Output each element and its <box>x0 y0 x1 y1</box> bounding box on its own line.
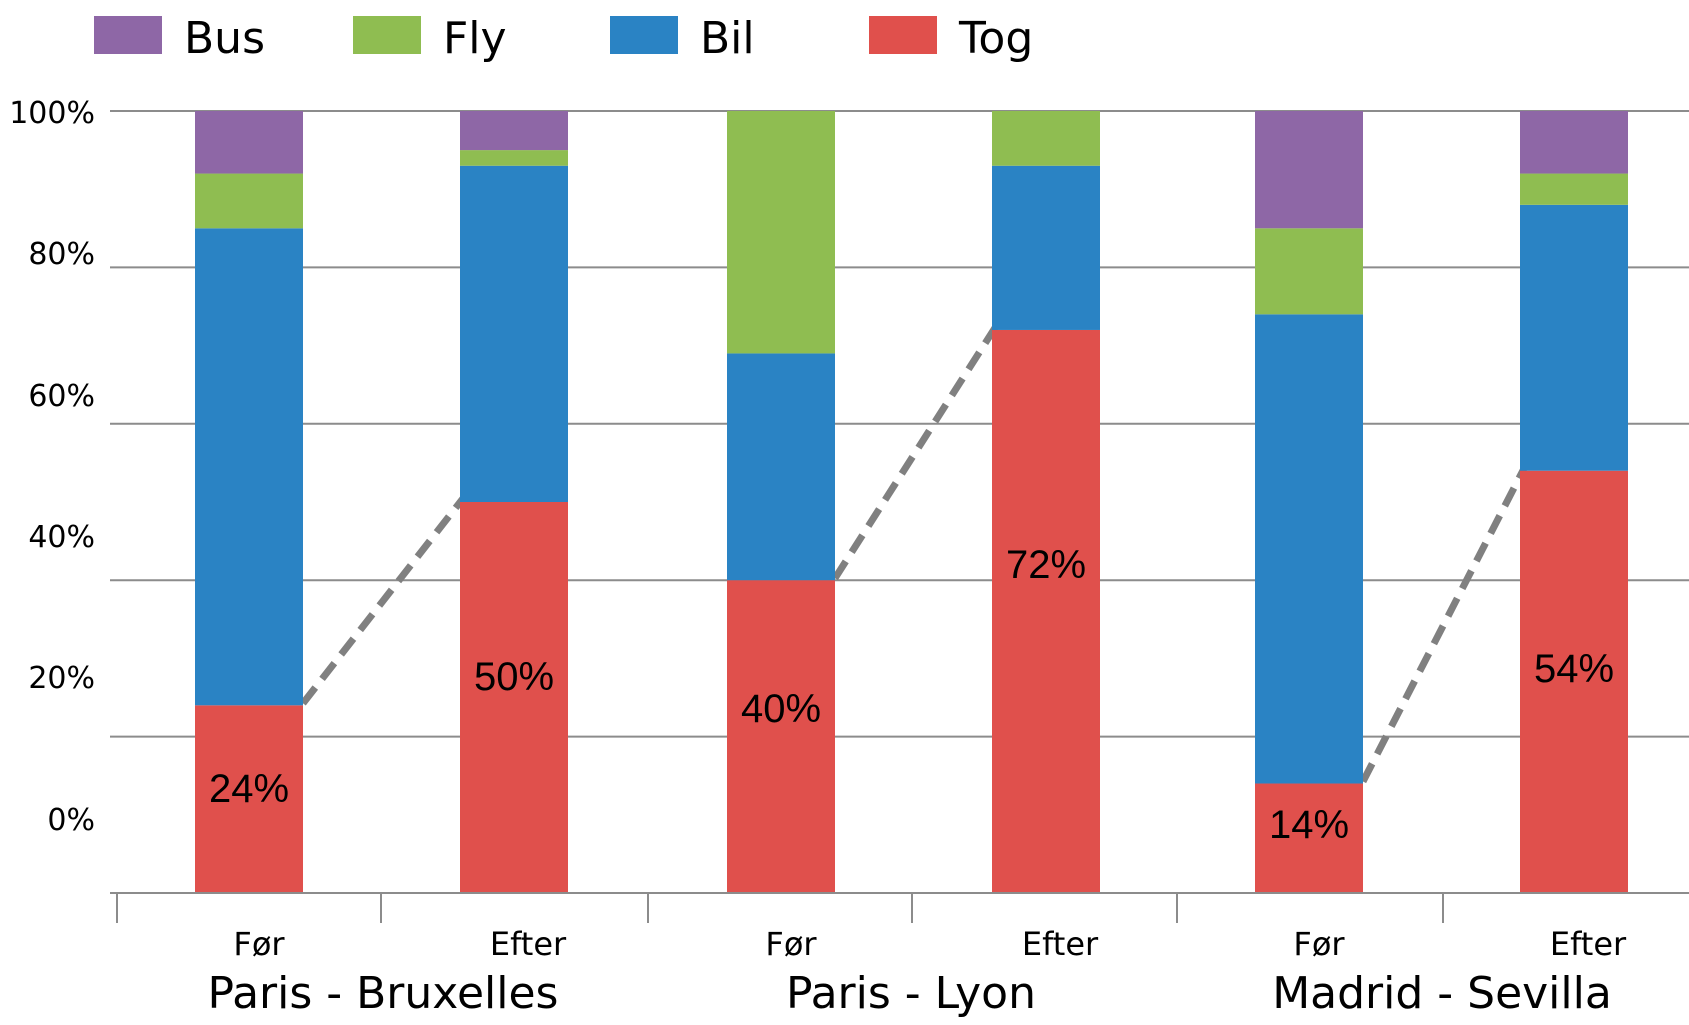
data-label: 14% <box>1269 803 1349 847</box>
x-tick-label: Før <box>1293 925 1345 963</box>
x-tick-label: Før <box>765 925 817 963</box>
bars <box>195 111 1628 894</box>
bar-segment-tog <box>460 502 568 893</box>
labels: 0% 20% 40% 60% 80% 100% 24% 50% 40% 72% 14% 54% Før E… <box>9 96 1627 1019</box>
legend-label-bus: Bus <box>184 13 265 64</box>
data-label: 54% <box>1534 647 1614 691</box>
gridlines <box>110 110 1689 738</box>
legend-swatch-tog <box>869 16 937 54</box>
bar-segment-bil <box>195 228 303 706</box>
bar-segment-bus <box>1520 111 1628 174</box>
bar-segment-tog <box>992 329 1100 894</box>
bar-segment-tog <box>1255 783 1363 893</box>
bar-segment-fly <box>1255 228 1363 315</box>
bar-segment-bil <box>1255 314 1363 784</box>
bar-segment-bil <box>727 353 835 581</box>
bar-segment-bus <box>1255 111 1363 229</box>
group-label: Paris - Bruxelles <box>208 968 559 1019</box>
data-label: 72% <box>1006 543 1086 587</box>
connector-line <box>1359 459 1532 784</box>
data-label: 40% <box>741 687 821 731</box>
y-tick-label: 20% <box>28 661 95 696</box>
bar-segment-fly <box>1520 173 1628 205</box>
bar-segment-bus <box>460 111 568 151</box>
bar-segment-fly <box>727 111 835 354</box>
bar-segment-fly <box>195 173 303 229</box>
data-label: 50% <box>474 655 554 699</box>
y-tick-label: 0% <box>47 803 95 838</box>
group-label: Paris - Lyon <box>786 968 1036 1019</box>
legend-label-tog: Tog <box>958 13 1033 64</box>
y-tick-label: 60% <box>28 379 95 414</box>
legend-swatch-fly <box>353 16 421 54</box>
legend-swatch-bil <box>610 16 678 54</box>
connector-line <box>300 489 471 706</box>
y-tick-label: 40% <box>28 520 95 555</box>
y-tick-label: 80% <box>28 237 95 272</box>
bar-segment-bil <box>1520 204 1628 471</box>
group-label: Madrid - Sevilla <box>1272 968 1612 1019</box>
x-tick-label: Efter <box>1022 925 1099 963</box>
x-axis <box>110 892 1689 923</box>
x-tick-label: Efter <box>490 925 567 963</box>
bar-segment-bil <box>992 165 1100 330</box>
legend-swatch-bus <box>94 16 162 54</box>
y-tick-label: 100% <box>9 96 95 131</box>
bar-segment-fly <box>460 150 568 166</box>
data-label: 24% <box>209 767 289 811</box>
bar-segment-tog <box>1520 470 1628 893</box>
x-tick-label: Efter <box>1550 925 1627 963</box>
legend-label-fly: Fly <box>443 13 507 64</box>
x-tick-label: Før <box>233 925 285 963</box>
legend-label-bil: Bil <box>700 13 755 64</box>
bar-segment-bil <box>460 165 568 503</box>
connector-line <box>832 318 1003 581</box>
legend: Bus Fly Bil Tog <box>94 13 1033 64</box>
bar-segment-bus <box>195 111 303 174</box>
bar-segment-tog <box>727 580 835 893</box>
bar-segment-tog <box>195 705 303 893</box>
connectors <box>300 318 1532 784</box>
bar-segment-fly <box>992 111 1100 166</box>
